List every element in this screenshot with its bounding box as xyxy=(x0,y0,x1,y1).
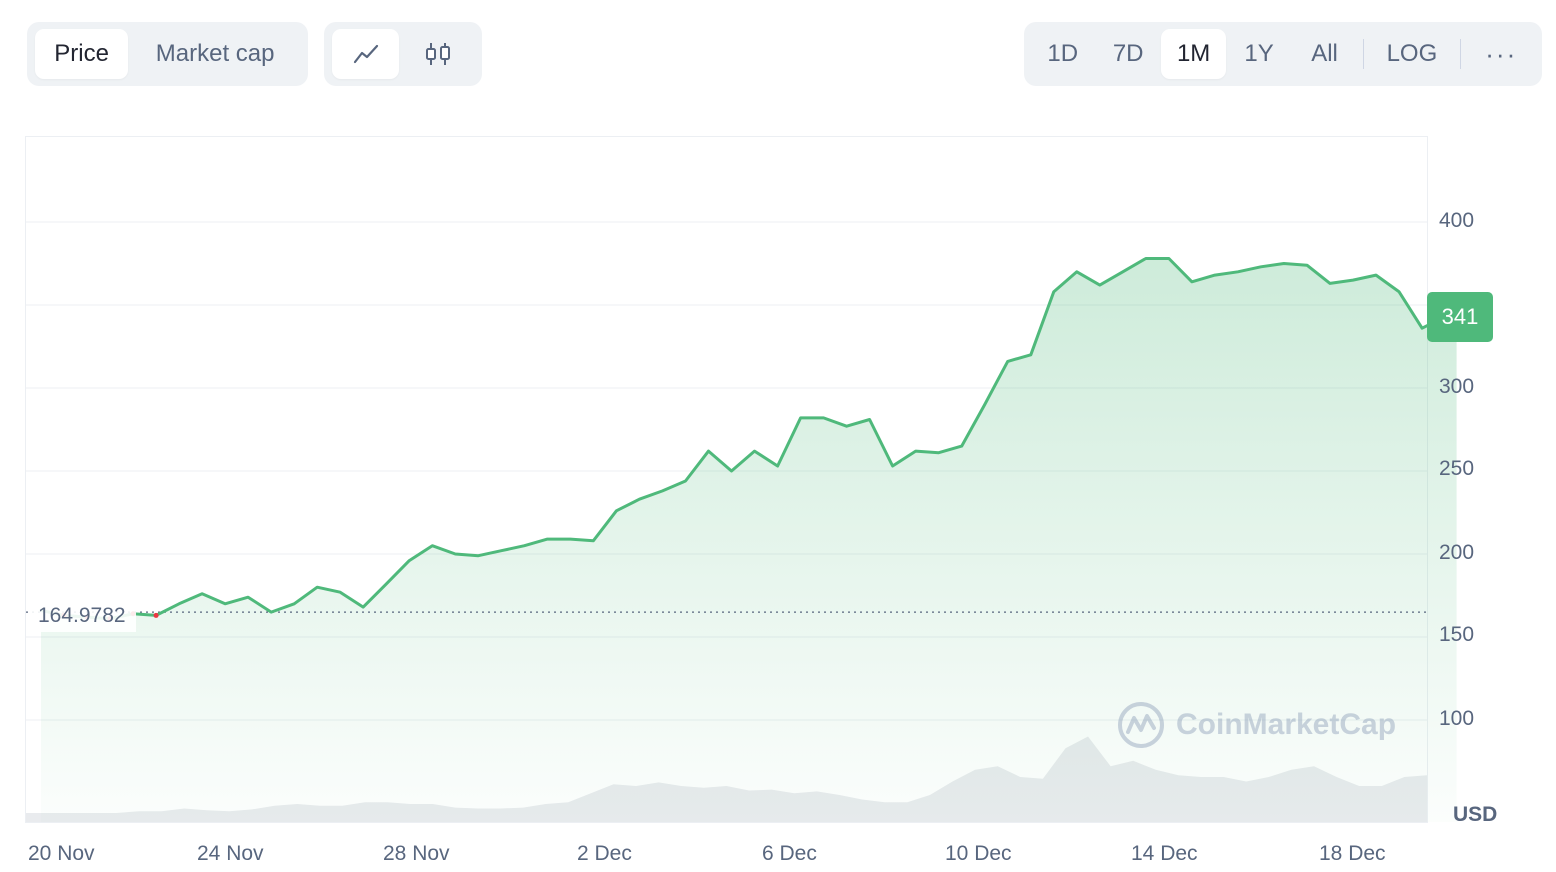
price-area xyxy=(41,258,1457,822)
y-tick-label: 400 xyxy=(1439,209,1475,232)
toolbar-divider xyxy=(1363,39,1365,69)
y-tick-label: 150 xyxy=(1439,623,1475,646)
range-1m-button[interactable]: 1M xyxy=(1160,29,1227,79)
below-reference-point xyxy=(153,612,159,618)
line-chart-button[interactable] xyxy=(332,29,400,79)
currency-label: USD xyxy=(1453,803,1498,826)
x-tick-label: 18 Dec xyxy=(1319,842,1386,865)
candlestick-chart-button[interactable] xyxy=(399,29,476,79)
x-tick-label: 10 Dec xyxy=(945,842,1012,865)
x-tick-label: 20 Nov xyxy=(28,842,95,865)
chart-type-toggle xyxy=(324,22,482,86)
metric-toggle: Price Market cap xyxy=(27,22,308,86)
time-range-toggle: 1D 7D 1M 1Y All LOG ··· xyxy=(1024,22,1542,86)
y-tick-label: 200 xyxy=(1439,541,1475,564)
more-options-button[interactable]: ··· xyxy=(1485,38,1518,69)
line-chart-icon xyxy=(353,44,378,64)
x-tick-label: 2 Dec xyxy=(577,842,632,865)
x-tick-label: 28 Nov xyxy=(383,842,450,865)
x-tick-label: 24 Nov xyxy=(197,842,264,865)
x-tick-label: 6 Dec xyxy=(762,842,817,865)
coinmarketcap-watermark: CoinMarketCap xyxy=(1116,700,1396,750)
range-1d-button[interactable]: 1D xyxy=(1047,40,1079,67)
range-1y-button[interactable]: 1Y xyxy=(1244,40,1274,67)
x-tick-label: 14 Dec xyxy=(1131,842,1198,865)
y-tick-label: 100 xyxy=(1439,707,1475,730)
price-tab[interactable]: Price xyxy=(35,29,129,79)
log-scale-button[interactable]: LOG xyxy=(1386,40,1438,67)
y-tick-label: 300 xyxy=(1439,375,1475,398)
y-tick-label: 250 xyxy=(1439,457,1475,480)
market-cap-tab[interactable]: Market cap xyxy=(155,40,275,67)
coinmarketcap-logo-icon xyxy=(1118,702,1164,748)
toolbar-divider xyxy=(1459,39,1461,69)
range-all-button[interactable]: All xyxy=(1311,40,1338,67)
price-line xyxy=(39,257,1459,621)
reference-price-label: 164.9782 xyxy=(28,600,136,632)
candlestick-icon xyxy=(425,43,450,65)
range-7d-button[interactable]: 7D xyxy=(1112,40,1144,67)
current-price-tag: 341 xyxy=(1427,292,1493,342)
